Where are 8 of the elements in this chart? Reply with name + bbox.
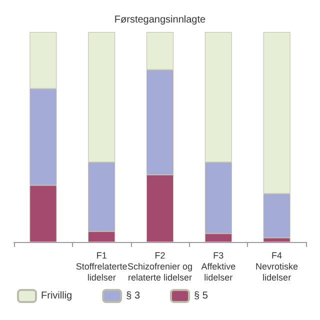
x-tick-label: F1 Stoffrelaterte lidelser [76, 250, 128, 282]
x-tick-label: F3 Affektive lidelser [201, 250, 236, 282]
chart-title: Førstegangsinnlagte [114, 14, 206, 26]
x-tick-label: F4 Nevrotiske lidelser [256, 250, 298, 282]
legend-label: § 5 [194, 290, 208, 302]
legend-label: Frivillig [41, 290, 72, 302]
legend-label: § 3 [126, 290, 140, 302]
x-tick-label: F2 Schizofrenier og relaterte lidelser [127, 250, 193, 282]
